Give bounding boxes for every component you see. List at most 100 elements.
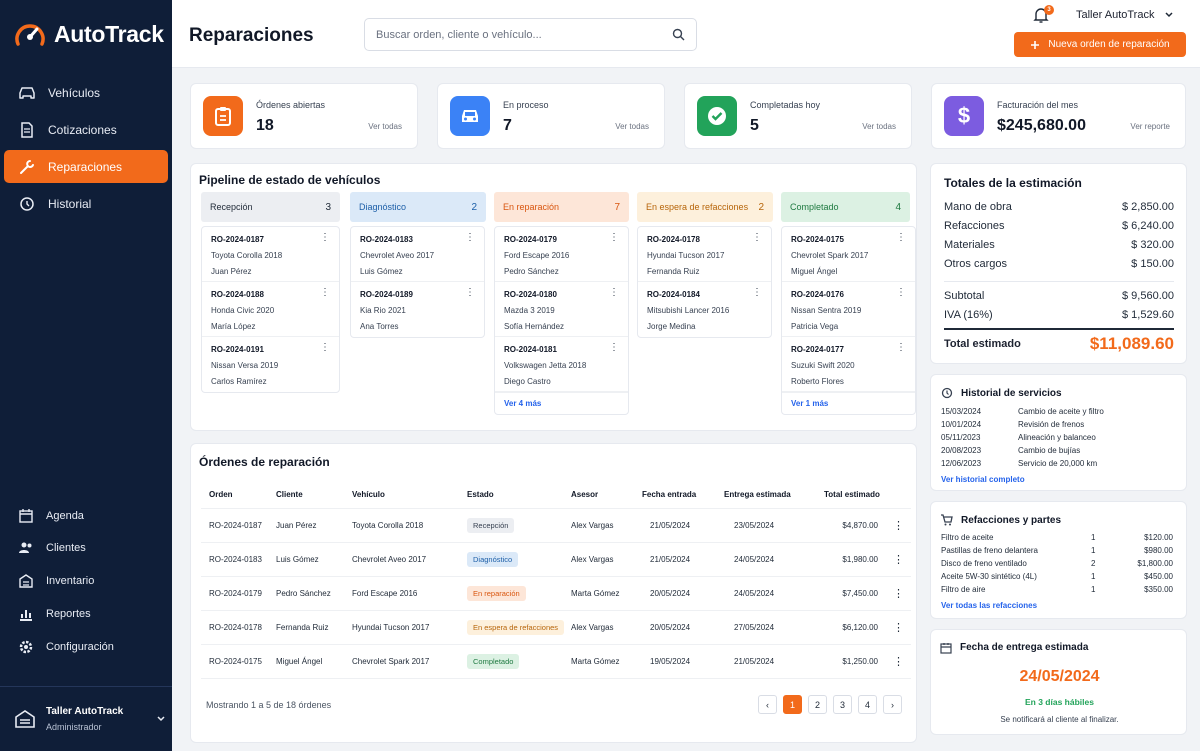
page-button[interactable]: 4 — [858, 695, 877, 714]
column-header[interactable]: Total estimado — [824, 482, 886, 509]
pipeline-stage[interactable]: En reparación 7 — [494, 192, 629, 222]
nav-item-clientes[interactable]: Clientes — [4, 531, 168, 564]
more-options-icon[interactable]: ⋮ — [609, 287, 619, 298]
next-page-button[interactable]: › — [883, 695, 902, 714]
nav-item-reportes[interactable]: Reportes — [4, 597, 168, 630]
show-more-link[interactable]: Ver 1 más — [782, 392, 915, 414]
more-options-icon[interactable]: ⋮ — [609, 342, 619, 353]
vehicle-card[interactable]: RO-2024-0184 Mitsubishi Lancer 2016 Jorge … — [638, 282, 771, 337]
parts-link[interactable]: Ver todas las refacciones — [941, 601, 1038, 610]
more-options-icon[interactable]: ⋮ — [320, 287, 330, 298]
stat-link[interactable]: Ver reporte — [1130, 122, 1170, 131]
more-options-icon[interactable]: ⋮ — [465, 232, 475, 243]
nav-item-configuracion[interactable]: Configuración — [4, 630, 168, 663]
pipeline-stage[interactable]: En espera de refacciones 2 — [637, 192, 773, 222]
table-row[interactable]: RO-2024-0179 Pedro Sánchez Ford Escape 201… — [201, 576, 911, 611]
row-actions-icon[interactable]: ⋮ — [886, 610, 911, 645]
vehicle-card[interactable]: RO-2024-0177 Suzuki Swift 2020 Roberto Flo… — [782, 337, 915, 392]
part-qty: 2 — [1091, 559, 1096, 568]
stat-label: Facturación del mes — [997, 100, 1079, 110]
show-more-link[interactable]: Ver 4 más — [495, 392, 628, 414]
row-actions-icon[interactable]: ⋮ — [886, 508, 911, 543]
search-box[interactable] — [364, 18, 697, 51]
search-icon[interactable] — [672, 28, 685, 41]
pipeline-stage[interactable]: Recepción 3 — [201, 192, 340, 222]
part-qty: 1 — [1091, 572, 1096, 581]
chevron-down-icon — [1165, 12, 1173, 18]
vehicle-card[interactable]: RO-2024-0191 Nissan Versa 2019 Carlos Ramí… — [202, 337, 339, 392]
nav-item-cotizaciones[interactable]: Cotizaciones — [4, 113, 168, 146]
table-row[interactable]: RO-2024-0178 Fernanda Ruiz Hyundai Tucson … — [201, 610, 911, 645]
vehicle-card[interactable]: RO-2024-0187 Toyota Corolla 2018 Juan Pére… — [202, 227, 339, 282]
more-options-icon[interactable]: ⋮ — [465, 287, 475, 298]
pipeline-stage[interactable]: Diagnóstico 2 — [350, 192, 486, 222]
part-qty: 1 — [1091, 533, 1096, 542]
nav-item-agenda[interactable]: Agenda — [4, 499, 168, 532]
brand-logo[interactable]: AutoTrack — [14, 20, 164, 48]
more-options-icon[interactable]: ⋮ — [896, 287, 906, 298]
user-menu[interactable]: Taller AutoTrack Administrador — [0, 686, 172, 751]
more-options-icon[interactable]: ⋮ — [752, 287, 762, 298]
vehicle-card[interactable]: RO-2024-0178 Hyundai Tucson 2017 Fernanda … — [638, 227, 771, 282]
more-options-icon[interactable]: ⋮ — [752, 232, 762, 243]
table-row[interactable]: RO-2024-0175 Miguel Ángel Chevrolet Spark … — [201, 644, 911, 679]
vehicle-card[interactable]: RO-2024-0179 Ford Escape 2016 Pedro Sánche… — [495, 227, 628, 282]
order-id: RO-2024-0178 — [647, 235, 700, 244]
vehicle-card[interactable]: RO-2024-0183 Chevrolet Aveo 2017 Luis Góme… — [351, 227, 484, 282]
vehicle-card[interactable]: RO-2024-0176 Nissan Sentra 2019 Patricia V… — [782, 282, 915, 337]
vehicle-card[interactable]: RO-2024-0175 Chevrolet Spark 2017 Miguel Á… — [782, 227, 915, 282]
vehicle-name: Nissan Versa 2019 — [211, 361, 279, 370]
client-name: Jorge Medina — [647, 322, 696, 331]
column-header[interactable]: Vehículo — [352, 482, 467, 509]
prev-page-button[interactable]: ‹ — [758, 695, 777, 714]
nav-item-historial[interactable]: Historial — [4, 187, 168, 220]
more-options-icon[interactable]: ⋮ — [320, 232, 330, 243]
vehicle-card[interactable]: RO-2024-0180 Mazda 3 2019 Sofía Hernández ⋮ — [495, 282, 628, 337]
vehicle-card[interactable]: RO-2024-0189 Kia Rio 2021 Ana Torres ⋮ — [351, 282, 484, 337]
stat-link[interactable]: Ver todas — [368, 122, 402, 131]
table-row[interactable]: RO-2024-0187 Juan Pérez Toyota Corolla 201… — [201, 508, 911, 543]
grand-total-value: $11,089.60 — [1089, 334, 1174, 353]
garage-icon — [15, 710, 35, 728]
new-order-button[interactable]: Nueva orden de reparación — [1014, 32, 1186, 57]
vehicle-card[interactable]: RO-2024-0181 Volkswagen Jetta 2018 Diego C… — [495, 337, 628, 392]
stat-link[interactable]: Ver todas — [615, 122, 649, 131]
column-header[interactable]: Estado — [467, 482, 571, 509]
page-button[interactable]: 3 — [833, 695, 852, 714]
cell-advisor: Alex Vargas — [571, 542, 642, 577]
vehicle-card[interactable]: RO-2024-0188 Honda Civic 2020 María López ⋮ — [202, 282, 339, 337]
column-header[interactable]: Cliente — [276, 482, 352, 509]
column-header[interactable]: Asesor — [571, 482, 642, 509]
stat-card-revenue[interactable]: $ Facturación del mes $245,680.00 Ver re… — [931, 83, 1186, 149]
column-header[interactable]: Entrega estimada — [724, 482, 824, 509]
search-input[interactable] — [376, 28, 656, 41]
stat-card-open[interactable]: Órdenes abiertas 18 Ver todas — [190, 83, 418, 149]
bell-icon[interactable] — [1033, 7, 1049, 24]
more-options-icon[interactable]: ⋮ — [896, 232, 906, 243]
nav-item-vehiculos[interactable]: Vehículos — [4, 76, 168, 109]
page-button[interactable]: 2 — [808, 695, 827, 714]
more-options-icon[interactable]: ⋮ — [896, 342, 906, 353]
table-row[interactable]: RO-2024-0183 Luis Gómez Chevrolet Aveo 201… — [201, 542, 911, 577]
order-id: RO-2024-0183 — [360, 235, 413, 244]
client-name: Ana Torres — [360, 322, 399, 331]
more-options-icon[interactable]: ⋮ — [609, 232, 619, 243]
stat-link[interactable]: Ver todas — [862, 122, 896, 131]
pipeline-stage[interactable]: Completado 4 — [781, 192, 910, 222]
stat-card-in-process[interactable]: En proceso 7 Ver todas — [437, 83, 665, 149]
grand-total-label: Total estimado — [944, 338, 1021, 350]
row-actions-icon[interactable]: ⋮ — [886, 576, 911, 611]
more-options-icon[interactable]: ⋮ — [320, 342, 330, 353]
row-actions-icon[interactable]: ⋮ — [886, 542, 911, 577]
nav-item-reparaciones[interactable]: Reparaciones — [4, 150, 168, 183]
page-button[interactable]: 1 — [783, 695, 802, 714]
part-name: Disco de freno ventilado — [941, 559, 1027, 568]
column-header[interactable]: Fecha entrada — [642, 482, 724, 509]
row-actions-icon[interactable]: ⋮ — [886, 644, 911, 679]
subtotal-lines: Subtotal $ 9,560.00 IVA (16%) $ 1,529.60 — [944, 290, 1174, 328]
column-header[interactable]: Orden — [201, 482, 276, 509]
nav-item-inventario[interactable]: Inventario — [4, 564, 168, 597]
history-link[interactable]: Ver historial completo — [941, 475, 1025, 484]
stat-card-completed[interactable]: Completadas hoy 5 Ver todas — [684, 83, 912, 149]
shop-selector[interactable]: Taller AutoTrack — [1076, 9, 1174, 21]
